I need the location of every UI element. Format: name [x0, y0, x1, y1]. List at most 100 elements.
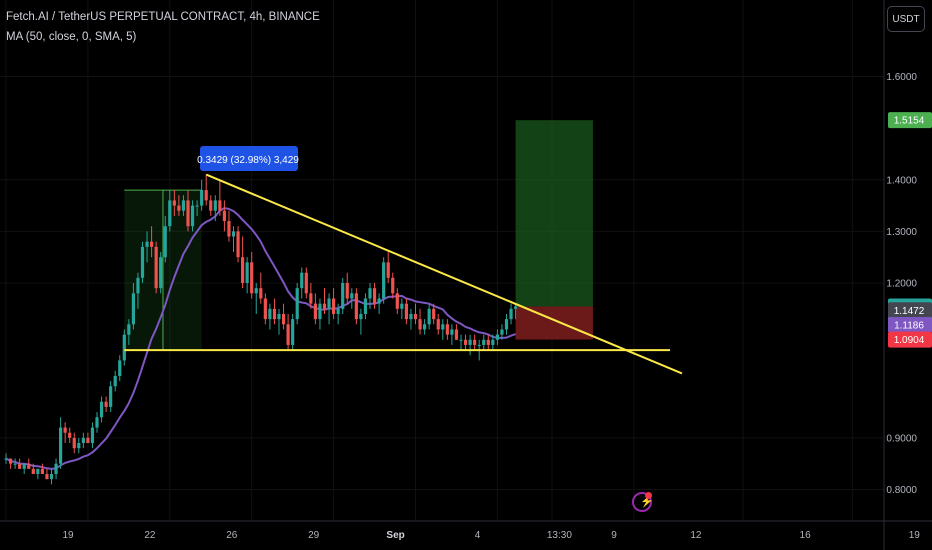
candle-body — [268, 308, 272, 320]
currency-button[interactable]: USDT — [887, 6, 925, 32]
candle-body — [259, 288, 263, 299]
time-tick-label: Sep — [386, 530, 404, 541]
candle-body — [241, 257, 245, 283]
candle-body — [59, 427, 63, 464]
candle-body — [450, 329, 454, 335]
candle-body — [291, 319, 295, 345]
candle-body — [109, 386, 113, 407]
candle-body — [423, 324, 427, 330]
candle-body — [195, 205, 199, 207]
candle-body — [68, 432, 72, 438]
candle-body — [354, 293, 358, 320]
candle-body — [118, 360, 122, 376]
candle-body — [31, 468, 35, 475]
candle-body — [227, 221, 231, 237]
long-position-target-zone — [515, 120, 593, 307]
candle-body — [122, 334, 126, 361]
candle-body — [168, 200, 172, 227]
candle-body — [163, 226, 167, 258]
candle-body — [341, 283, 345, 309]
candle-body — [49, 474, 54, 480]
candle-body — [54, 463, 58, 475]
candle-body — [309, 293, 313, 304]
candle-body — [495, 334, 499, 340]
price-tick-label: 0.9000 — [886, 433, 917, 444]
alert-bolt-icon[interactable]: ⚡ — [632, 492, 654, 512]
candle-body — [432, 308, 436, 320]
candle-body — [254, 288, 258, 294]
candle-body — [372, 288, 377, 304]
candle-body — [459, 339, 463, 341]
candle-body — [477, 344, 481, 346]
candle-body — [4, 458, 8, 460]
candle-body — [90, 427, 95, 444]
candle-body — [272, 308, 277, 320]
candle-body — [295, 288, 299, 320]
price-tick-label: 1.2000 — [886, 279, 917, 290]
candle-body — [77, 443, 81, 449]
candle-body — [327, 298, 331, 309]
time-tick-label: 19 — [62, 530, 74, 541]
candle-body — [454, 329, 459, 340]
price-tick-label: 1.4000 — [886, 175, 917, 186]
candle-body — [368, 288, 372, 299]
candle-body — [363, 298, 368, 314]
symbol-title[interactable]: Fetch.AI / TetherUS PERPETUAL CONTRACT, … — [6, 11, 320, 23]
price-label-box — [888, 331, 932, 348]
candle-body — [136, 277, 140, 294]
candle-body — [209, 200, 213, 211]
candle-body — [468, 339, 472, 345]
candle-body — [382, 262, 386, 299]
candle-body — [318, 303, 322, 320]
price-axis — [884, 0, 932, 550]
candle-body — [145, 241, 149, 247]
candle-body — [231, 231, 236, 237]
indicator-label[interactable]: MA (50, close, 0, SMA, 5) — [6, 31, 137, 43]
candle-body — [418, 319, 422, 330]
candle-body — [40, 468, 44, 475]
candle-body — [250, 262, 254, 294]
candle-body — [413, 313, 418, 320]
time-tick-label: 12 — [690, 530, 702, 541]
candle-body — [322, 303, 327, 309]
candle-body — [304, 272, 308, 294]
candle-body — [395, 293, 399, 309]
moving-average-line — [5, 207, 516, 470]
price-label: 1.0904 — [894, 335, 925, 346]
candle-body — [150, 241, 154, 247]
candle-body — [8, 458, 13, 464]
candle-body — [409, 313, 413, 320]
candle-body — [300, 272, 304, 289]
candle-body — [313, 303, 317, 320]
time-tick-label: 4 — [475, 530, 481, 541]
candle-body — [263, 298, 267, 320]
time-tick-label: 26 — [226, 530, 238, 541]
time-tick-label: 22 — [144, 530, 156, 541]
time-tick-label: 9 — [611, 530, 617, 541]
candle-body — [463, 339, 468, 345]
candle-body — [177, 205, 181, 211]
candle-body — [81, 437, 85, 444]
candle-body — [359, 313, 363, 320]
candle-body — [200, 190, 204, 206]
time-tick-label: 13:30 — [547, 530, 572, 541]
candle-body — [140, 246, 145, 278]
price-label-box — [888, 302, 932, 319]
candle-body — [286, 324, 290, 345]
candle-body — [213, 200, 217, 211]
candle-body — [391, 277, 395, 294]
time-tick-label: 19 — [909, 530, 921, 541]
price-tick-label: 1.6000 — [886, 72, 917, 83]
candle-body — [386, 262, 390, 278]
candle-body — [154, 246, 158, 289]
candle-body — [18, 463, 22, 469]
candle-body — [86, 437, 90, 444]
candle-body — [345, 283, 349, 299]
candle-body — [427, 308, 431, 325]
candle-body — [486, 339, 490, 345]
candle-body — [127, 324, 131, 335]
price-label-box — [888, 317, 932, 334]
candle-body — [222, 210, 226, 222]
